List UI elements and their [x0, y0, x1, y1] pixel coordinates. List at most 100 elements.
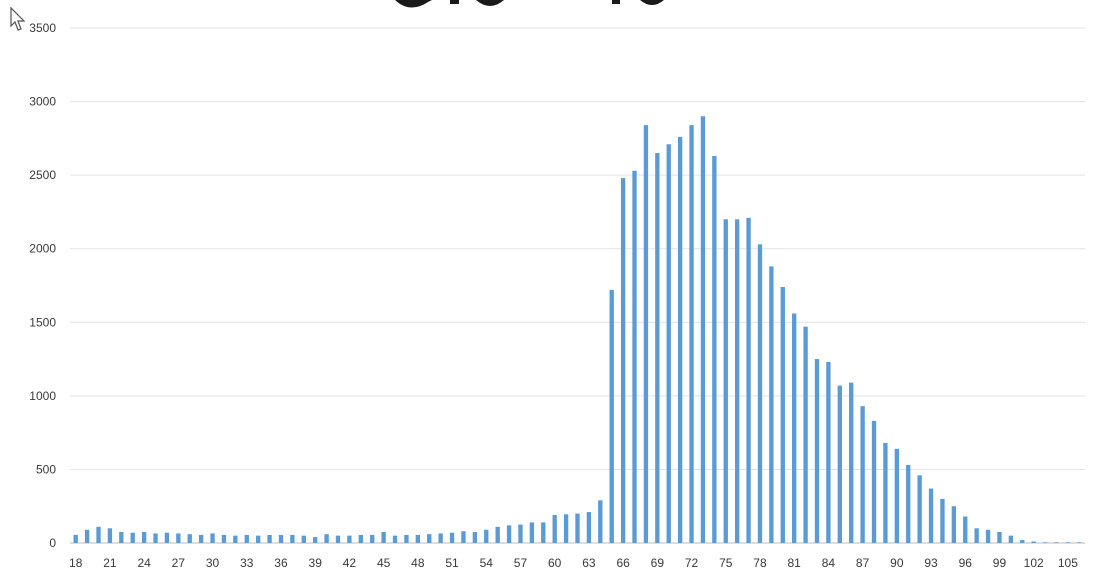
bar-76	[734, 219, 740, 544]
y-tick-label: 1000	[29, 389, 56, 403]
bar-59	[541, 522, 546, 543]
bar-71	[677, 136, 683, 543]
x-tick-label: 93	[924, 556, 938, 570]
bar-42	[347, 535, 352, 543]
bar-25	[153, 533, 158, 543]
bar-38	[301, 535, 306, 543]
bar-105	[1065, 542, 1071, 543]
x-tick-label: 75	[719, 556, 733, 570]
x-tick-label: 57	[514, 556, 528, 570]
x-tick-labels: 18 21 24 27 30 33 36 39 42 45 48 51 54 57 60 63 66 69 72 75…	[69, 556, 1078, 570]
x-tick-label: 96	[959, 556, 973, 570]
bar-29	[198, 534, 204, 543]
bar-61	[563, 514, 569, 543]
x-tick-label: 81	[788, 556, 802, 570]
bar-53	[472, 531, 478, 543]
bar-45	[381, 531, 386, 543]
bar-50	[438, 533, 443, 543]
bar-79	[769, 266, 774, 543]
bar-30	[210, 533, 215, 543]
bar-48	[415, 534, 421, 543]
bar-24	[141, 531, 147, 543]
x-tick-label: 45	[377, 556, 391, 570]
y-tick-label: 1500	[29, 315, 56, 329]
gridlines	[70, 27, 1085, 470]
bar-63	[586, 512, 592, 543]
bar-47	[404, 534, 409, 543]
bar-84	[826, 362, 831, 543]
bar-92	[917, 475, 922, 543]
bar-28	[187, 534, 192, 543]
bar-99	[997, 531, 1002, 543]
bar-19	[84, 529, 90, 543]
bar-95	[951, 506, 957, 543]
x-tick-label: 105	[1058, 556, 1078, 570]
bar-97	[974, 528, 979, 543]
bar-33	[244, 534, 249, 543]
y-tick-label: 3000	[29, 95, 56, 109]
x-tick-label: 27	[172, 556, 186, 570]
x-tick-label: 99	[993, 556, 1007, 570]
bar-34	[256, 535, 261, 543]
bar-57	[518, 524, 523, 543]
bar-86	[849, 382, 854, 543]
bar-40	[324, 534, 329, 543]
cursor-icon	[10, 6, 26, 31]
bar-58	[529, 522, 535, 543]
bar-44	[370, 534, 375, 543]
x-tick-label: 90	[890, 556, 904, 570]
x-tick-label: 39	[309, 556, 323, 570]
bar-41	[335, 535, 341, 543]
bar-54	[484, 529, 489, 543]
bar-102	[1031, 541, 1036, 543]
bar-43	[358, 534, 363, 543]
bar-90	[894, 448, 899, 543]
bar-73	[700, 116, 706, 544]
bar-77	[746, 217, 751, 544]
x-tick-label: 102	[1024, 556, 1044, 570]
x-tick-label: 42	[343, 556, 357, 570]
bar-35	[267, 534, 272, 543]
bar-67	[632, 170, 637, 543]
bar-22	[119, 531, 124, 543]
y-tick-label: 500	[36, 462, 56, 476]
bar-36	[278, 534, 284, 543]
y-tick-label: 2000	[29, 242, 56, 256]
bar-100	[1008, 535, 1014, 543]
bar-91	[906, 465, 911, 543]
bar-72	[689, 125, 694, 543]
bar-74	[712, 156, 717, 543]
x-tick-label: 51	[445, 556, 459, 570]
bar-70	[666, 144, 671, 543]
x-tick-label: 63	[582, 556, 596, 570]
bar-80	[780, 286, 785, 543]
x-tick-label: 30	[206, 556, 220, 570]
x-tick-label: 48	[411, 556, 425, 570]
bar-20	[96, 526, 101, 543]
cropped-title-fragment	[395, 0, 664, 8]
bar-78	[757, 244, 763, 544]
x-tick-label: 60	[548, 556, 562, 570]
bar-52	[461, 531, 466, 543]
x-tick-label: 78	[753, 556, 767, 570]
x-tick-label: 87	[856, 556, 870, 570]
y-tick-label: 2500	[29, 168, 56, 182]
x-tick-label: 72	[685, 556, 699, 570]
x-tick-label: 21	[103, 556, 117, 570]
bar-89	[883, 442, 888, 543]
bar-66	[620, 178, 626, 544]
bar-104	[1054, 542, 1059, 543]
bar-65	[609, 289, 614, 543]
bar-83	[814, 359, 820, 543]
x-tick-label: 33	[240, 556, 254, 570]
x-tick-label: 69	[651, 556, 665, 570]
bar-93	[928, 488, 934, 543]
bar-51	[449, 532, 455, 543]
bar-85	[837, 385, 842, 543]
bar-68	[643, 125, 649, 543]
bar-96	[963, 516, 968, 543]
x-tick-label: 36	[274, 556, 288, 570]
bar-62	[575, 513, 580, 543]
bar-46	[392, 535, 398, 543]
